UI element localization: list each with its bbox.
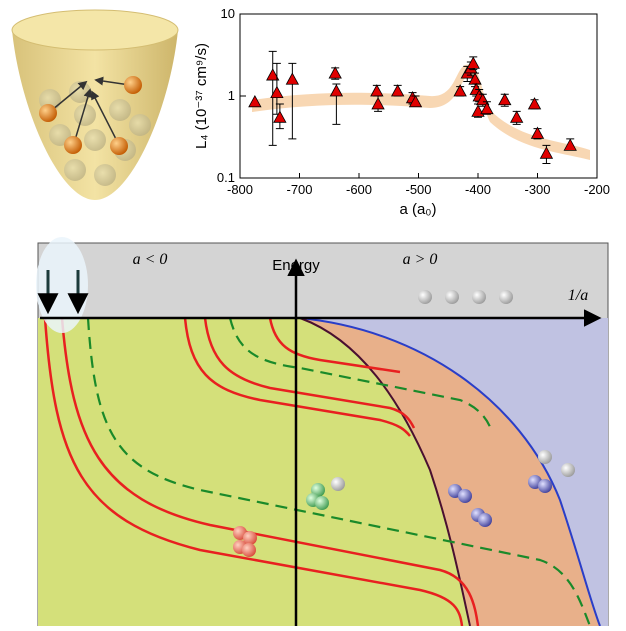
x-tick-label: -800 [227, 182, 253, 197]
theory-band [252, 64, 590, 160]
point [371, 97, 385, 110]
y-tick-label: 0.1 [217, 170, 235, 185]
point [391, 84, 405, 97]
point [266, 68, 280, 81]
point [408, 94, 423, 108]
x-tick-label: -300 [524, 182, 550, 197]
point [453, 84, 467, 97]
point [248, 94, 262, 108]
point [370, 84, 384, 97]
axis-label: 1/a [568, 287, 588, 304]
point [510, 110, 524, 123]
y-tick-label: 1 [228, 88, 235, 103]
x-axis-label: a (a₀) [399, 201, 436, 218]
negative-label: a < 0 [133, 251, 168, 268]
energy-label: Energy [272, 257, 320, 274]
point [270, 85, 284, 99]
point [285, 72, 300, 85]
point [530, 126, 545, 139]
error-bar [268, 50, 277, 146]
x-tick-label: -600 [346, 182, 372, 197]
point [329, 84, 344, 97]
point [539, 146, 554, 159]
y-tick-label: 10 [221, 6, 235, 21]
positive-label: a > 0 [403, 251, 438, 268]
point [273, 110, 287, 123]
point [466, 56, 480, 69]
x-tick-label: -200 [584, 182, 610, 197]
point [563, 138, 577, 151]
x-tick-label: -700 [286, 182, 312, 197]
point [527, 97, 542, 110]
x-tick-label: -500 [405, 182, 431, 197]
point [498, 92, 512, 106]
plot: a (a₀) L₄ (10⁻³⁷ cm⁹/s) -800 -700 -600 -500… [193, 6, 610, 218]
y-axis-label: L₄ (10⁻³⁷ cm⁹/s) [193, 43, 210, 149]
point [480, 101, 494, 115]
point [328, 66, 342, 79]
energy-diagram: a < 0 Energy a > 0 1/a [36, 237, 609, 627]
x-tick-label: -400 [465, 182, 491, 197]
trap-illustration [11, 9, 179, 200]
